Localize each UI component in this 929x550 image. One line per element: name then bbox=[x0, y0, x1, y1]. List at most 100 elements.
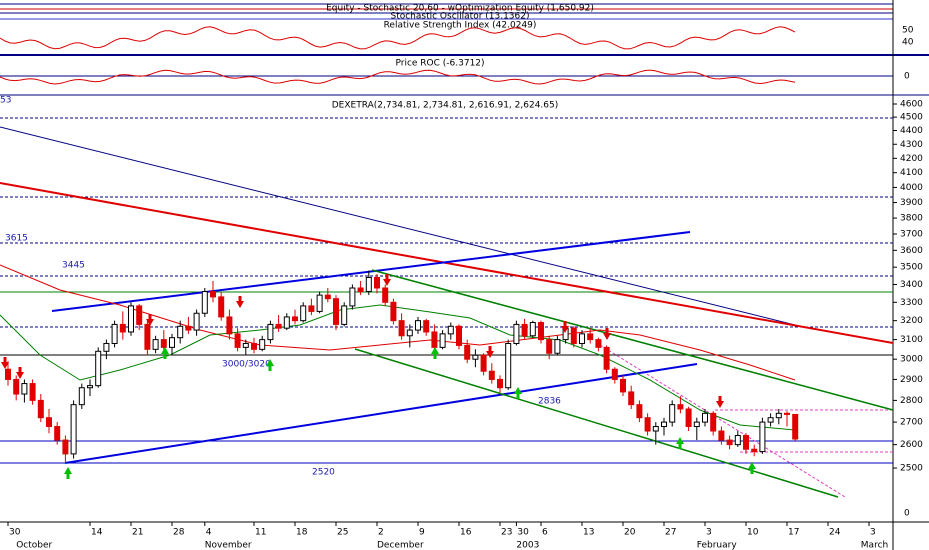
candle-body bbox=[357, 287, 364, 293]
candle-body bbox=[693, 421, 700, 428]
signal-arrow bbox=[161, 347, 169, 359]
trend-line bbox=[51, 231, 691, 312]
signal-arrow bbox=[236, 296, 244, 308]
candle-body bbox=[726, 439, 733, 446]
candle-body bbox=[538, 322, 544, 341]
candle-body bbox=[259, 339, 266, 350]
study-lines bbox=[0, 117, 894, 498]
rsi-curve bbox=[0, 26, 796, 50]
roc-curve bbox=[0, 69, 796, 85]
roc-tick-label: 0 bbox=[904, 72, 910, 82]
signal-arrow bbox=[431, 347, 439, 359]
candle-body bbox=[333, 298, 339, 325]
y-tick-label: 2700 bbox=[900, 418, 923, 428]
candle-body bbox=[70, 404, 77, 455]
candle-body bbox=[5, 368, 11, 380]
candle-body bbox=[144, 323, 151, 350]
candle-body bbox=[136, 305, 143, 325]
trend-line bbox=[354, 348, 839, 498]
y-tick-label: 0 bbox=[904, 509, 910, 519]
x-tick-label: 11 bbox=[255, 528, 266, 538]
annotation: 2836 bbox=[538, 397, 561, 407]
candle-body bbox=[87, 385, 93, 389]
candle-body bbox=[521, 323, 528, 337]
x-tick-label: 13 bbox=[583, 528, 594, 538]
candle-body bbox=[685, 408, 692, 428]
candle-body bbox=[275, 323, 282, 329]
candle-body bbox=[447, 325, 454, 335]
annotation: 3445 bbox=[62, 261, 85, 271]
candle-body bbox=[529, 322, 536, 337]
stochastic-title: Stochastic Oscillator (13.1362) bbox=[390, 12, 529, 22]
x-tick-label: 27 bbox=[665, 528, 676, 538]
candle-body bbox=[78, 387, 85, 406]
candle-body bbox=[759, 421, 766, 453]
candle-body bbox=[382, 287, 389, 303]
candle-body bbox=[546, 339, 553, 354]
y-tick-label: 4000 bbox=[900, 183, 923, 193]
rsi-tick-label: 40 bbox=[902, 38, 914, 48]
candle-body bbox=[677, 404, 684, 410]
y-tick-label: 4300 bbox=[900, 140, 923, 150]
x-tick-label: 10 bbox=[747, 528, 759, 538]
signal-arrow bbox=[716, 396, 724, 408]
candle-body bbox=[160, 339, 167, 348]
x-tick-label: 21 bbox=[132, 528, 143, 538]
x-tick-label: 30 bbox=[517, 528, 529, 538]
candle-body bbox=[169, 337, 175, 348]
candle-body bbox=[398, 320, 405, 337]
annotation: 3000/3020 bbox=[222, 360, 271, 370]
roc-title: Price ROC (-6.3712) bbox=[395, 59, 484, 69]
candle-body bbox=[292, 316, 298, 322]
x-tick-label: 17 bbox=[788, 528, 799, 538]
month-label: November bbox=[205, 541, 252, 550]
candle-body bbox=[103, 342, 110, 352]
signal-arrow bbox=[486, 346, 494, 358]
candle-body bbox=[792, 413, 799, 440]
month-label: February bbox=[697, 541, 738, 550]
candle-body bbox=[718, 430, 725, 441]
candle-body bbox=[611, 368, 618, 380]
x-tick-label: 23 bbox=[501, 528, 512, 538]
candle-body bbox=[128, 305, 134, 333]
rsi-title: Relative Strength Index (42.0249) bbox=[384, 21, 537, 31]
candle-body bbox=[734, 435, 741, 446]
y-tick-label: 3000 bbox=[900, 355, 923, 365]
y-tick-label: 3200 bbox=[900, 316, 923, 326]
candle-body bbox=[669, 404, 676, 423]
y-tick-label: 3900 bbox=[900, 198, 923, 208]
candle-body bbox=[324, 294, 331, 300]
candle-body bbox=[119, 323, 126, 333]
candle-body bbox=[185, 325, 192, 331]
candle-body bbox=[177, 325, 184, 339]
candle-body bbox=[46, 417, 52, 428]
x-tick-label: 3 bbox=[870, 528, 876, 538]
y-tick-label: 3300 bbox=[900, 298, 923, 308]
candle-body bbox=[472, 354, 479, 360]
candle-body bbox=[431, 331, 438, 348]
moving-average bbox=[0, 264, 796, 381]
candle-body bbox=[710, 412, 717, 432]
candle-body bbox=[587, 333, 594, 341]
candle-body bbox=[775, 412, 782, 419]
candle-body bbox=[283, 316, 290, 329]
candle-body bbox=[702, 412, 708, 423]
candle-body bbox=[743, 435, 749, 450]
candle-body bbox=[193, 312, 200, 331]
y-tick-label: 3400 bbox=[900, 280, 923, 290]
candle-body bbox=[480, 354, 487, 372]
candle-body bbox=[636, 404, 643, 419]
y-tick-label: 2800 bbox=[900, 396, 923, 406]
signal-arrow bbox=[1, 357, 9, 369]
x-tick-label: 28 bbox=[173, 528, 185, 538]
signal-arrow bbox=[748, 462, 756, 474]
trend-line bbox=[599, 344, 846, 498]
candle-body bbox=[488, 370, 495, 380]
signal-arrow bbox=[676, 437, 684, 449]
signal-arrow bbox=[514, 387, 522, 399]
candle-body bbox=[341, 305, 348, 325]
candle-body bbox=[390, 301, 397, 322]
y-tick-label: 4400 bbox=[900, 126, 923, 136]
candle-body bbox=[661, 421, 667, 428]
